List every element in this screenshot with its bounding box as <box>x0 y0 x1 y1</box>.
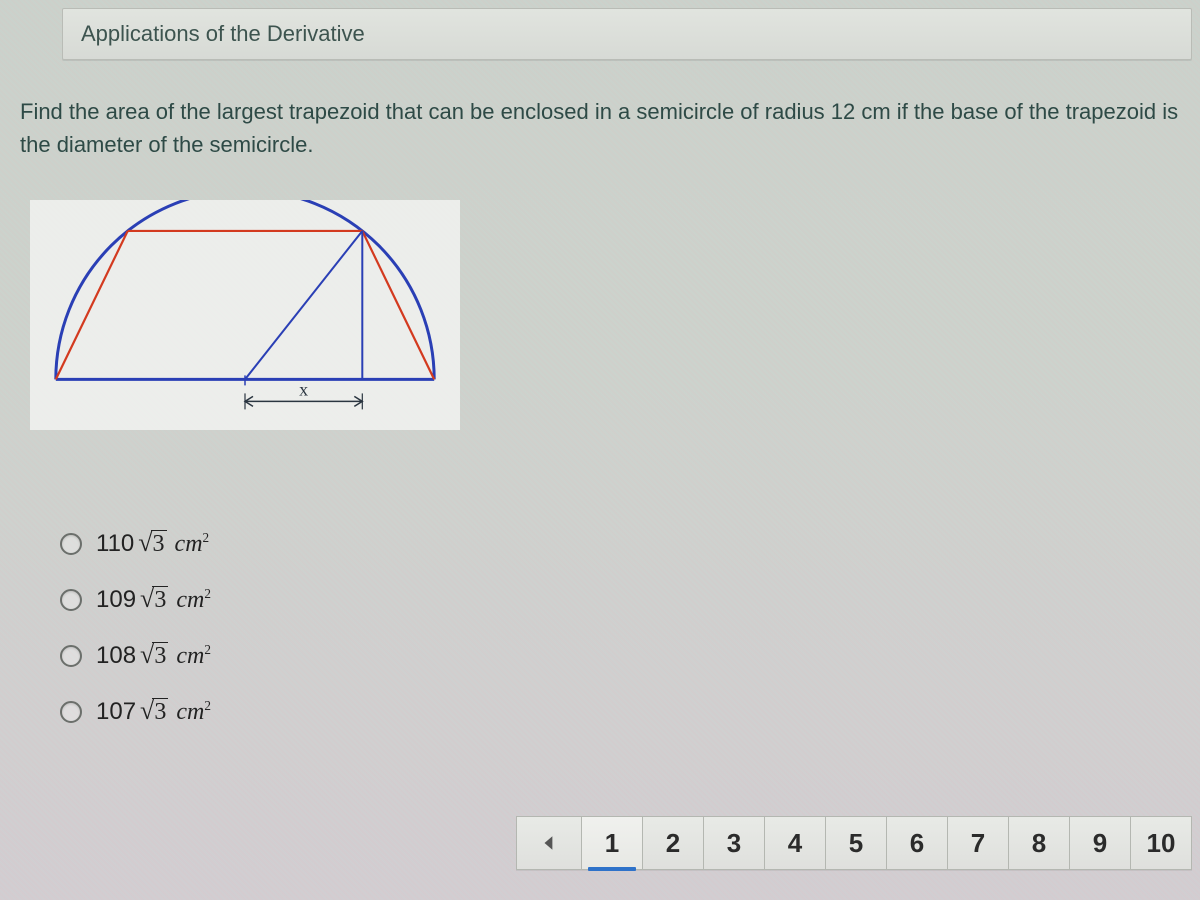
breadcrumb-bar: Applications of the Derivative <box>62 8 1192 60</box>
option-unit: cm2 <box>175 531 210 557</box>
option-unit: cm2 <box>176 643 211 669</box>
answer-option[interactable]: 109√3 cm2 <box>60 586 211 614</box>
option-label: 108√3 cm2 <box>96 642 211 670</box>
question-pager: 1 2 3 4 5 6 7 8 9 10 <box>516 816 1192 870</box>
option-radicand: 3 <box>152 698 168 725</box>
option-radicand: 3 <box>152 586 168 613</box>
pager-prev-button[interactable] <box>516 816 581 870</box>
sqrt-icon: √3 <box>138 530 166 557</box>
breadcrumb-text: Applications of the Derivative <box>81 21 365 47</box>
svg-text:x: x <box>299 379 308 399</box>
pager-page-number: 3 <box>727 828 741 859</box>
pager-page-button[interactable]: 3 <box>703 816 764 870</box>
option-label: 110√3 cm2 <box>96 530 209 558</box>
sqrt-icon: √3 <box>140 642 168 669</box>
pager-page-number: 1 <box>605 828 619 859</box>
option-unit: cm2 <box>176 587 211 613</box>
pager-page-button[interactable]: 5 <box>825 816 886 870</box>
pager-page-number: 10 <box>1147 828 1176 859</box>
pager-page-button[interactable]: 1 <box>581 816 642 870</box>
option-coeff: 110 <box>96 530 134 557</box>
answer-options: 110√3 cm2109√3 cm2108√3 cm2107√3 cm2 <box>60 530 211 754</box>
pager-page-button[interactable]: 9 <box>1069 816 1130 870</box>
option-label: 109√3 cm2 <box>96 586 211 614</box>
pager-page-button[interactable]: 6 <box>886 816 947 870</box>
pager-page-button[interactable]: 4 <box>764 816 825 870</box>
question-text: Find the area of the largest trapezoid t… <box>20 95 1180 161</box>
pager-page-number: 9 <box>1093 828 1107 859</box>
pager-page-number: 7 <box>971 828 985 859</box>
pager-page-number: 8 <box>1032 828 1046 859</box>
pager-page-number: 5 <box>849 828 863 859</box>
pager-page-number: 4 <box>788 828 802 859</box>
pager-page-button[interactable]: 7 <box>947 816 1008 870</box>
sqrt-icon: √3 <box>140 586 168 613</box>
option-radicand: 3 <box>152 642 168 669</box>
trapezoid-in-semicircle-diagram: x <box>30 200 460 430</box>
pager-page-number: 6 <box>910 828 924 859</box>
pager-page-number: 2 <box>666 828 680 859</box>
radio-button[interactable] <box>60 645 82 667</box>
radio-button[interactable] <box>60 533 82 555</box>
option-label: 107√3 cm2 <box>96 698 211 726</box>
option-coeff: 109 <box>96 586 136 613</box>
radio-button[interactable] <box>60 701 82 723</box>
option-radicand: 3 <box>151 530 167 557</box>
answer-option[interactable]: 110√3 cm2 <box>60 530 211 558</box>
sqrt-icon: √3 <box>140 698 168 725</box>
pager-page-button[interactable]: 10 <box>1130 816 1192 870</box>
option-coeff: 107 <box>96 698 136 725</box>
diagram-svg: x <box>30 200 460 430</box>
answer-option[interactable]: 108√3 cm2 <box>60 642 211 670</box>
pager-page-button[interactable]: 2 <box>642 816 703 870</box>
option-coeff: 108 <box>96 642 136 669</box>
radio-button[interactable] <box>60 589 82 611</box>
triangle-left-icon <box>540 834 558 852</box>
pager-page-button[interactable]: 8 <box>1008 816 1069 870</box>
option-unit: cm2 <box>176 699 211 725</box>
answer-option[interactable]: 107√3 cm2 <box>60 698 211 726</box>
